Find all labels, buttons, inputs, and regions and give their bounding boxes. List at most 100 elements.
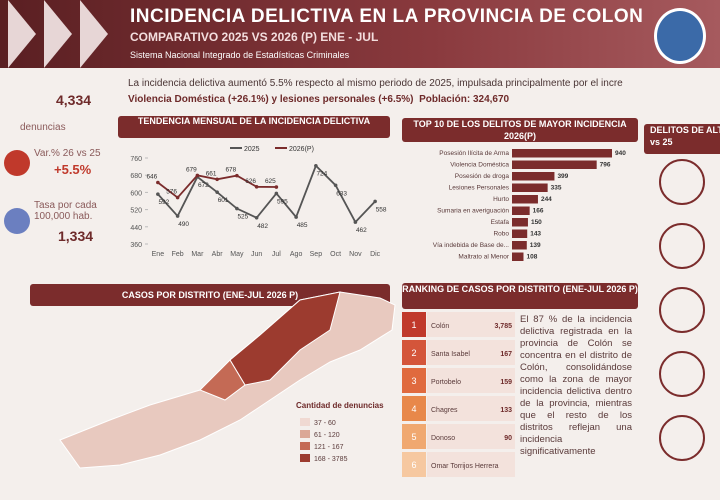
legend-label: 121 - 167 (314, 444, 344, 451)
bar-label: Posesión Ilícita de Arma (439, 150, 509, 157)
value-label: 462 (356, 227, 367, 234)
point (235, 173, 239, 178)
side-title: DELITOS DE ALTO vs 25 (644, 124, 720, 154)
value-label: 796 (600, 162, 611, 169)
legend-swatch (300, 430, 310, 438)
bar-label: Hurto (493, 196, 509, 203)
rank-badge (402, 452, 426, 477)
chevron (80, 0, 108, 68)
value-label: 150 (531, 219, 542, 226)
district-value: 90 (504, 435, 512, 442)
value-label: 601 (218, 197, 229, 204)
value-label: 661 (206, 170, 217, 177)
y-tick-label: 680 (130, 173, 142, 180)
summary: La incidencia delictiva aumentó 5.5% res… (128, 78, 623, 89)
side-title-text: DELITOS DE ALTO (650, 125, 720, 135)
header-band (0, 0, 720, 68)
value-label: 679 (186, 166, 197, 173)
x-tick-label: Dic (370, 251, 381, 258)
district-name: Donoso (431, 435, 455, 442)
point (333, 183, 338, 188)
summary-2: Violencia Doméstica (+26.1%) y lesiones … (128, 94, 509, 105)
x-tick-label: Abr (212, 251, 224, 258)
kpi-icon (4, 208, 30, 234)
value-label: 724 (316, 171, 327, 178)
rank-row (427, 368, 515, 393)
rank-number: 6 (411, 460, 416, 470)
value-label: 592 (158, 199, 169, 206)
rank-row (427, 452, 515, 477)
value-label: 646 (146, 174, 157, 181)
value-label: 244 (541, 196, 552, 203)
bar-label: Vía indebida de Base de... (433, 242, 509, 249)
point (156, 180, 160, 185)
rank-number: 3 (411, 376, 416, 386)
rank-row (427, 312, 515, 337)
rank-badge (402, 396, 426, 421)
value-label: 625 (265, 178, 276, 185)
legend-swatch (300, 442, 310, 450)
value-label: 678 (225, 167, 236, 174)
district-name: Chagres (431, 407, 458, 414)
map-district (199, 359, 246, 401)
source: Sistema Nacional Integrado de Estadístic… (130, 50, 350, 60)
rank-badge (402, 312, 426, 337)
bar (512, 195, 538, 204)
x-tick-label: Mar (191, 251, 204, 258)
bar-label: Violencia Doméstica (450, 162, 509, 169)
side-icon (659, 159, 705, 205)
highlight: Violencia Doméstica (+26.1%) y lesiones … (128, 94, 414, 105)
value-label: 633 (336, 190, 347, 197)
point (175, 195, 180, 200)
panel-title: TOP 10 DE LOS DELITOS DE MAYOR INCIDENCI… (402, 118, 638, 142)
point (195, 173, 200, 178)
point (215, 177, 219, 182)
rank-badge (402, 424, 426, 449)
rank-number: 4 (411, 404, 416, 414)
district-value: 159 (500, 379, 512, 386)
point (175, 214, 180, 218)
point (235, 206, 239, 211)
logo (654, 8, 706, 64)
x-tick-label: Jul (272, 251, 281, 258)
bar (512, 229, 528, 238)
value-label: 166 (533, 208, 544, 215)
rank-row (427, 340, 515, 365)
point (215, 190, 219, 194)
x-tick-label: Ago (290, 251, 303, 258)
panel-title: TENDENCIA MENSUAL DE LA INCIDENCIA DELIC… (118, 116, 390, 138)
y-tick-label: 440 (130, 225, 142, 232)
value-label: 108 (526, 254, 537, 261)
kpi-label: denuncias (20, 122, 66, 133)
district-value: 3,785 (494, 323, 512, 330)
district-name: Portobelo (431, 379, 461, 386)
value-label: 595 (277, 198, 288, 205)
chevron (8, 0, 36, 68)
point (274, 185, 279, 189)
legend-label: 37 - 60 (314, 420, 336, 427)
value-label: 139 (530, 242, 541, 249)
legend-label: 168 - 3785 (314, 456, 348, 463)
ranking-text: El 87 % de la incidencia delictiva regis… (520, 314, 632, 457)
value-label: 626 (245, 178, 256, 185)
kpi-label: Var.% 26 vs 25 (34, 148, 101, 159)
value-label: 143 (530, 231, 541, 238)
x-tick-label: Oct (330, 251, 341, 258)
kpi-value: 1,334 (58, 228, 94, 244)
legend-title: Cantidad de denuncias (296, 401, 384, 410)
rank-number: 2 (411, 348, 416, 358)
rank-row (427, 424, 515, 449)
bar-label: Robo (493, 231, 509, 238)
bar (512, 252, 524, 261)
x-tick-label: Ene (152, 251, 165, 258)
kpi-value: 4,334 (56, 92, 92, 108)
chevron (44, 0, 72, 68)
rank-row (427, 396, 515, 421)
y-tick-label: 520 (130, 208, 142, 215)
bar (512, 218, 528, 227)
value-label: 576 (166, 189, 177, 196)
side-icon (659, 287, 705, 333)
